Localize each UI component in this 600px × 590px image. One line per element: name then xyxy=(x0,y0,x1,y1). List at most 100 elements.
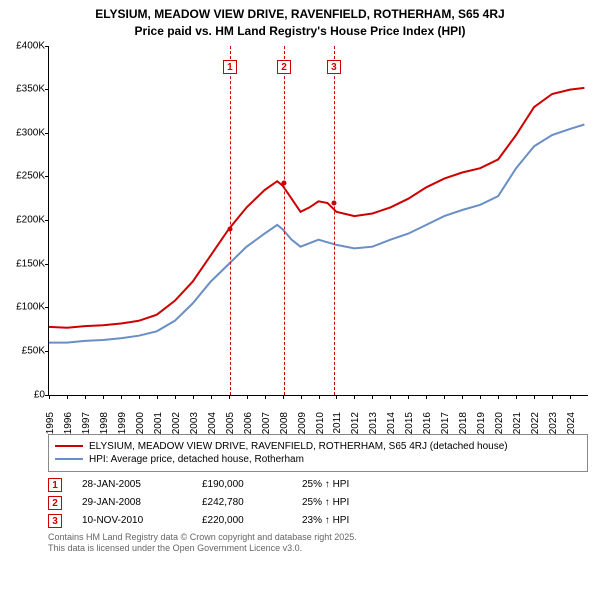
x-tick xyxy=(67,395,68,399)
marker-vline xyxy=(230,46,231,395)
sale-marker: 1 xyxy=(48,478,62,492)
y-axis-label: £300K xyxy=(3,127,45,138)
sale-price: £190,000 xyxy=(202,479,282,490)
x-axis-label: 2012 xyxy=(350,412,361,434)
sale-date: 28-JAN-2005 xyxy=(82,479,182,490)
y-tick xyxy=(45,264,49,265)
sale-date: 10-NOV-2010 xyxy=(82,515,182,526)
y-axis-label: £50K xyxy=(3,345,45,356)
x-axis-label: 2000 xyxy=(135,412,146,434)
x-axis-label: 2009 xyxy=(297,412,308,434)
x-tick xyxy=(49,395,50,399)
sale-row: 3 10-NOV-2010 £220,000 23% ↑ HPI xyxy=(48,514,588,528)
title-line-2: Price paid vs. HM Land Registry's House … xyxy=(0,23,600,40)
x-axis-label: 2013 xyxy=(368,412,379,434)
legend-swatch xyxy=(55,445,83,447)
x-axis-label: 2019 xyxy=(476,412,487,434)
x-tick xyxy=(480,395,481,399)
x-axis-label: 2004 xyxy=(207,412,218,434)
x-tick xyxy=(103,395,104,399)
x-axis-label: 2007 xyxy=(261,412,272,434)
y-axis-label: £150K xyxy=(3,258,45,269)
title-block: ELYSIUM, MEADOW VIEW DRIVE, RAVENFIELD, … xyxy=(0,0,600,40)
x-axis-label: 1998 xyxy=(99,412,110,434)
legend-label: ELYSIUM, MEADOW VIEW DRIVE, RAVENFIELD, … xyxy=(89,441,508,452)
footer-attribution: Contains HM Land Registry data © Crown c… xyxy=(48,532,588,555)
title-line-1: ELYSIUM, MEADOW VIEW DRIVE, RAVENFIELD, … xyxy=(0,6,600,23)
x-tick xyxy=(85,395,86,399)
x-tick xyxy=(229,395,230,399)
sale-marker: 2 xyxy=(48,496,62,510)
x-tick xyxy=(426,395,427,399)
x-tick xyxy=(462,395,463,399)
x-tick xyxy=(283,395,284,399)
x-tick xyxy=(301,395,302,399)
x-tick xyxy=(247,395,248,399)
y-tick xyxy=(45,220,49,221)
sale-marker: 3 xyxy=(48,514,62,528)
y-axis-label: £400K xyxy=(3,40,45,51)
x-axis-label: 1996 xyxy=(63,412,74,434)
line-canvas xyxy=(49,46,588,395)
y-axis-label: £100K xyxy=(3,302,45,313)
sale-date: 29-JAN-2008 xyxy=(82,497,182,508)
y-tick xyxy=(45,133,49,134)
marker-box: 1 xyxy=(223,60,237,74)
marker-box: 2 xyxy=(277,60,291,74)
legend-row: ELYSIUM, MEADOW VIEW DRIVE, RAVENFIELD, … xyxy=(55,441,581,452)
x-axis-label: 2015 xyxy=(404,412,415,434)
marker-point xyxy=(331,200,336,205)
plot-region: £0£50K£100K£150K£200K£250K£300K£350K£400… xyxy=(48,46,588,396)
sales-table: 1 28-JAN-2005 £190,000 25% ↑ HPI 2 29-JAN-200… xyxy=(48,478,588,528)
x-axis-label: 2018 xyxy=(458,412,469,434)
y-tick xyxy=(45,307,49,308)
x-tick xyxy=(211,395,212,399)
x-tick xyxy=(265,395,266,399)
x-tick xyxy=(408,395,409,399)
marker-point xyxy=(282,180,287,185)
x-axis-label: 2023 xyxy=(548,412,559,434)
series-line xyxy=(49,87,584,327)
legend-row: HPI: Average price, detached house, Roth… xyxy=(55,454,581,465)
y-tick xyxy=(45,351,49,352)
legend: ELYSIUM, MEADOW VIEW DRIVE, RAVENFIELD, … xyxy=(48,434,588,472)
x-tick xyxy=(121,395,122,399)
x-tick xyxy=(139,395,140,399)
marker-point xyxy=(227,226,232,231)
marker-vline xyxy=(284,46,285,395)
x-tick xyxy=(570,395,571,399)
sale-hpi: 23% ↑ HPI xyxy=(302,515,588,526)
x-axis-label: 2017 xyxy=(440,412,451,434)
y-axis-label: £350K xyxy=(3,84,45,95)
legend-swatch xyxy=(55,458,83,460)
sale-row: 229-JAN-2008£242,78025% ↑ HPI xyxy=(48,496,588,510)
x-tick xyxy=(336,395,337,399)
x-axis-label: 2024 xyxy=(566,412,577,434)
y-axis-label: £200K xyxy=(3,215,45,226)
x-axis-label: 2010 xyxy=(315,412,326,434)
x-tick xyxy=(319,395,320,399)
marker-vline xyxy=(334,46,335,395)
sale-row: 128-JAN-2005£190,00025% ↑ HPI xyxy=(48,478,588,492)
y-tick xyxy=(45,89,49,90)
x-tick xyxy=(552,395,553,399)
x-tick xyxy=(516,395,517,399)
x-tick xyxy=(372,395,373,399)
y-tick xyxy=(45,46,49,47)
x-tick xyxy=(498,395,499,399)
sale-hpi: 25% ↑ HPI xyxy=(302,497,588,508)
x-axis-label: 2002 xyxy=(171,412,182,434)
x-axis-label: 2005 xyxy=(225,412,236,434)
x-axis-label: 2014 xyxy=(386,412,397,434)
x-axis-label: 1999 xyxy=(117,412,128,434)
x-axis-label: 2011 xyxy=(332,412,343,434)
series-line xyxy=(49,124,584,342)
x-tick xyxy=(534,395,535,399)
x-axis-label: 2016 xyxy=(422,412,433,434)
x-axis-label: 1997 xyxy=(81,412,92,434)
sale-price: £220,000 xyxy=(202,515,282,526)
x-axis-label: 1995 xyxy=(45,412,56,434)
x-axis-label: 2022 xyxy=(530,412,541,434)
x-axis-label: 2008 xyxy=(279,412,290,434)
chart-container: ELYSIUM, MEADOW VIEW DRIVE, RAVENFIELD, … xyxy=(0,0,600,555)
